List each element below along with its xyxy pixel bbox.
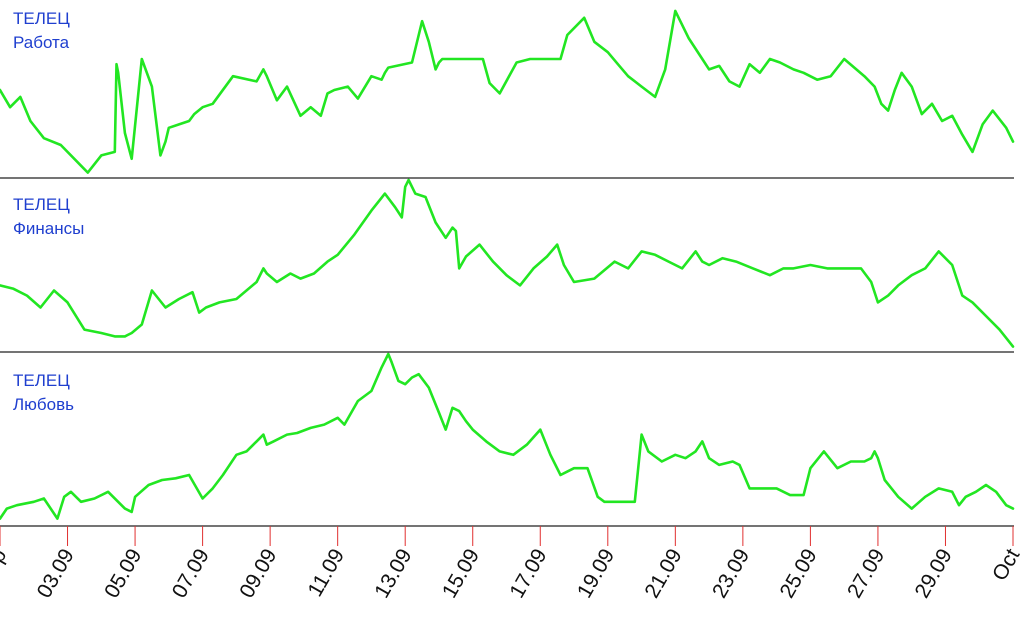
x-tick-label: 25.09 — [776, 545, 822, 602]
x-tick-label: 15.09 — [438, 545, 484, 602]
x-tick-label: 17.09 — [505, 545, 551, 602]
x-tick-label: 09.09 — [235, 545, 281, 602]
x-tick-label: 27.09 — [843, 545, 889, 602]
x-tick-label: 11.09 — [304, 545, 349, 601]
x-tick-label: 13.09 — [370, 545, 416, 602]
x-tick-label: 03.09 — [33, 545, 79, 602]
panel-separators — [0, 177, 1014, 353]
lines-layer — [0, 9, 1015, 520]
x-tick-label: 05.09 — [100, 545, 146, 602]
series-line-panel-1 — [0, 9, 1015, 174]
panel-3-label: ТЕЛЕЦ Любовь — [13, 369, 74, 417]
panel-3-title: ТЕЛЕЦ — [13, 371, 70, 390]
x-tick-label: Sep — [0, 545, 11, 589]
x-tick-label: 29.09 — [911, 545, 957, 602]
x-tick-label: 23.09 — [708, 545, 754, 602]
panel-2-subtitle: Финансы — [13, 219, 85, 238]
x-tick-label: 21.09 — [640, 545, 686, 602]
panel-1-title: ТЕЛЕЦ — [13, 9, 70, 28]
x-tick-label: 19.09 — [573, 545, 619, 602]
series-line-panel-2 — [0, 178, 1015, 348]
panel-1-subtitle: Работа — [13, 33, 70, 52]
panel-3-subtitle: Любовь — [13, 395, 74, 414]
x-axis: Sep 03.09 05.09 07.09 09.09 11.09 13.09 15.09 17… — [0, 525, 1024, 602]
series-line-panel-3 — [0, 352, 1015, 520]
x-tick-label: Oct — [988, 545, 1024, 585]
panel-2-label: ТЕЛЕЦ Финансы — [13, 193, 84, 241]
x-tick-label: 07.09 — [168, 545, 214, 602]
panel-1-label: ТЕЛЕЦ Работа — [13, 7, 70, 55]
panel-2-title: ТЕЛЕЦ — [13, 195, 70, 214]
